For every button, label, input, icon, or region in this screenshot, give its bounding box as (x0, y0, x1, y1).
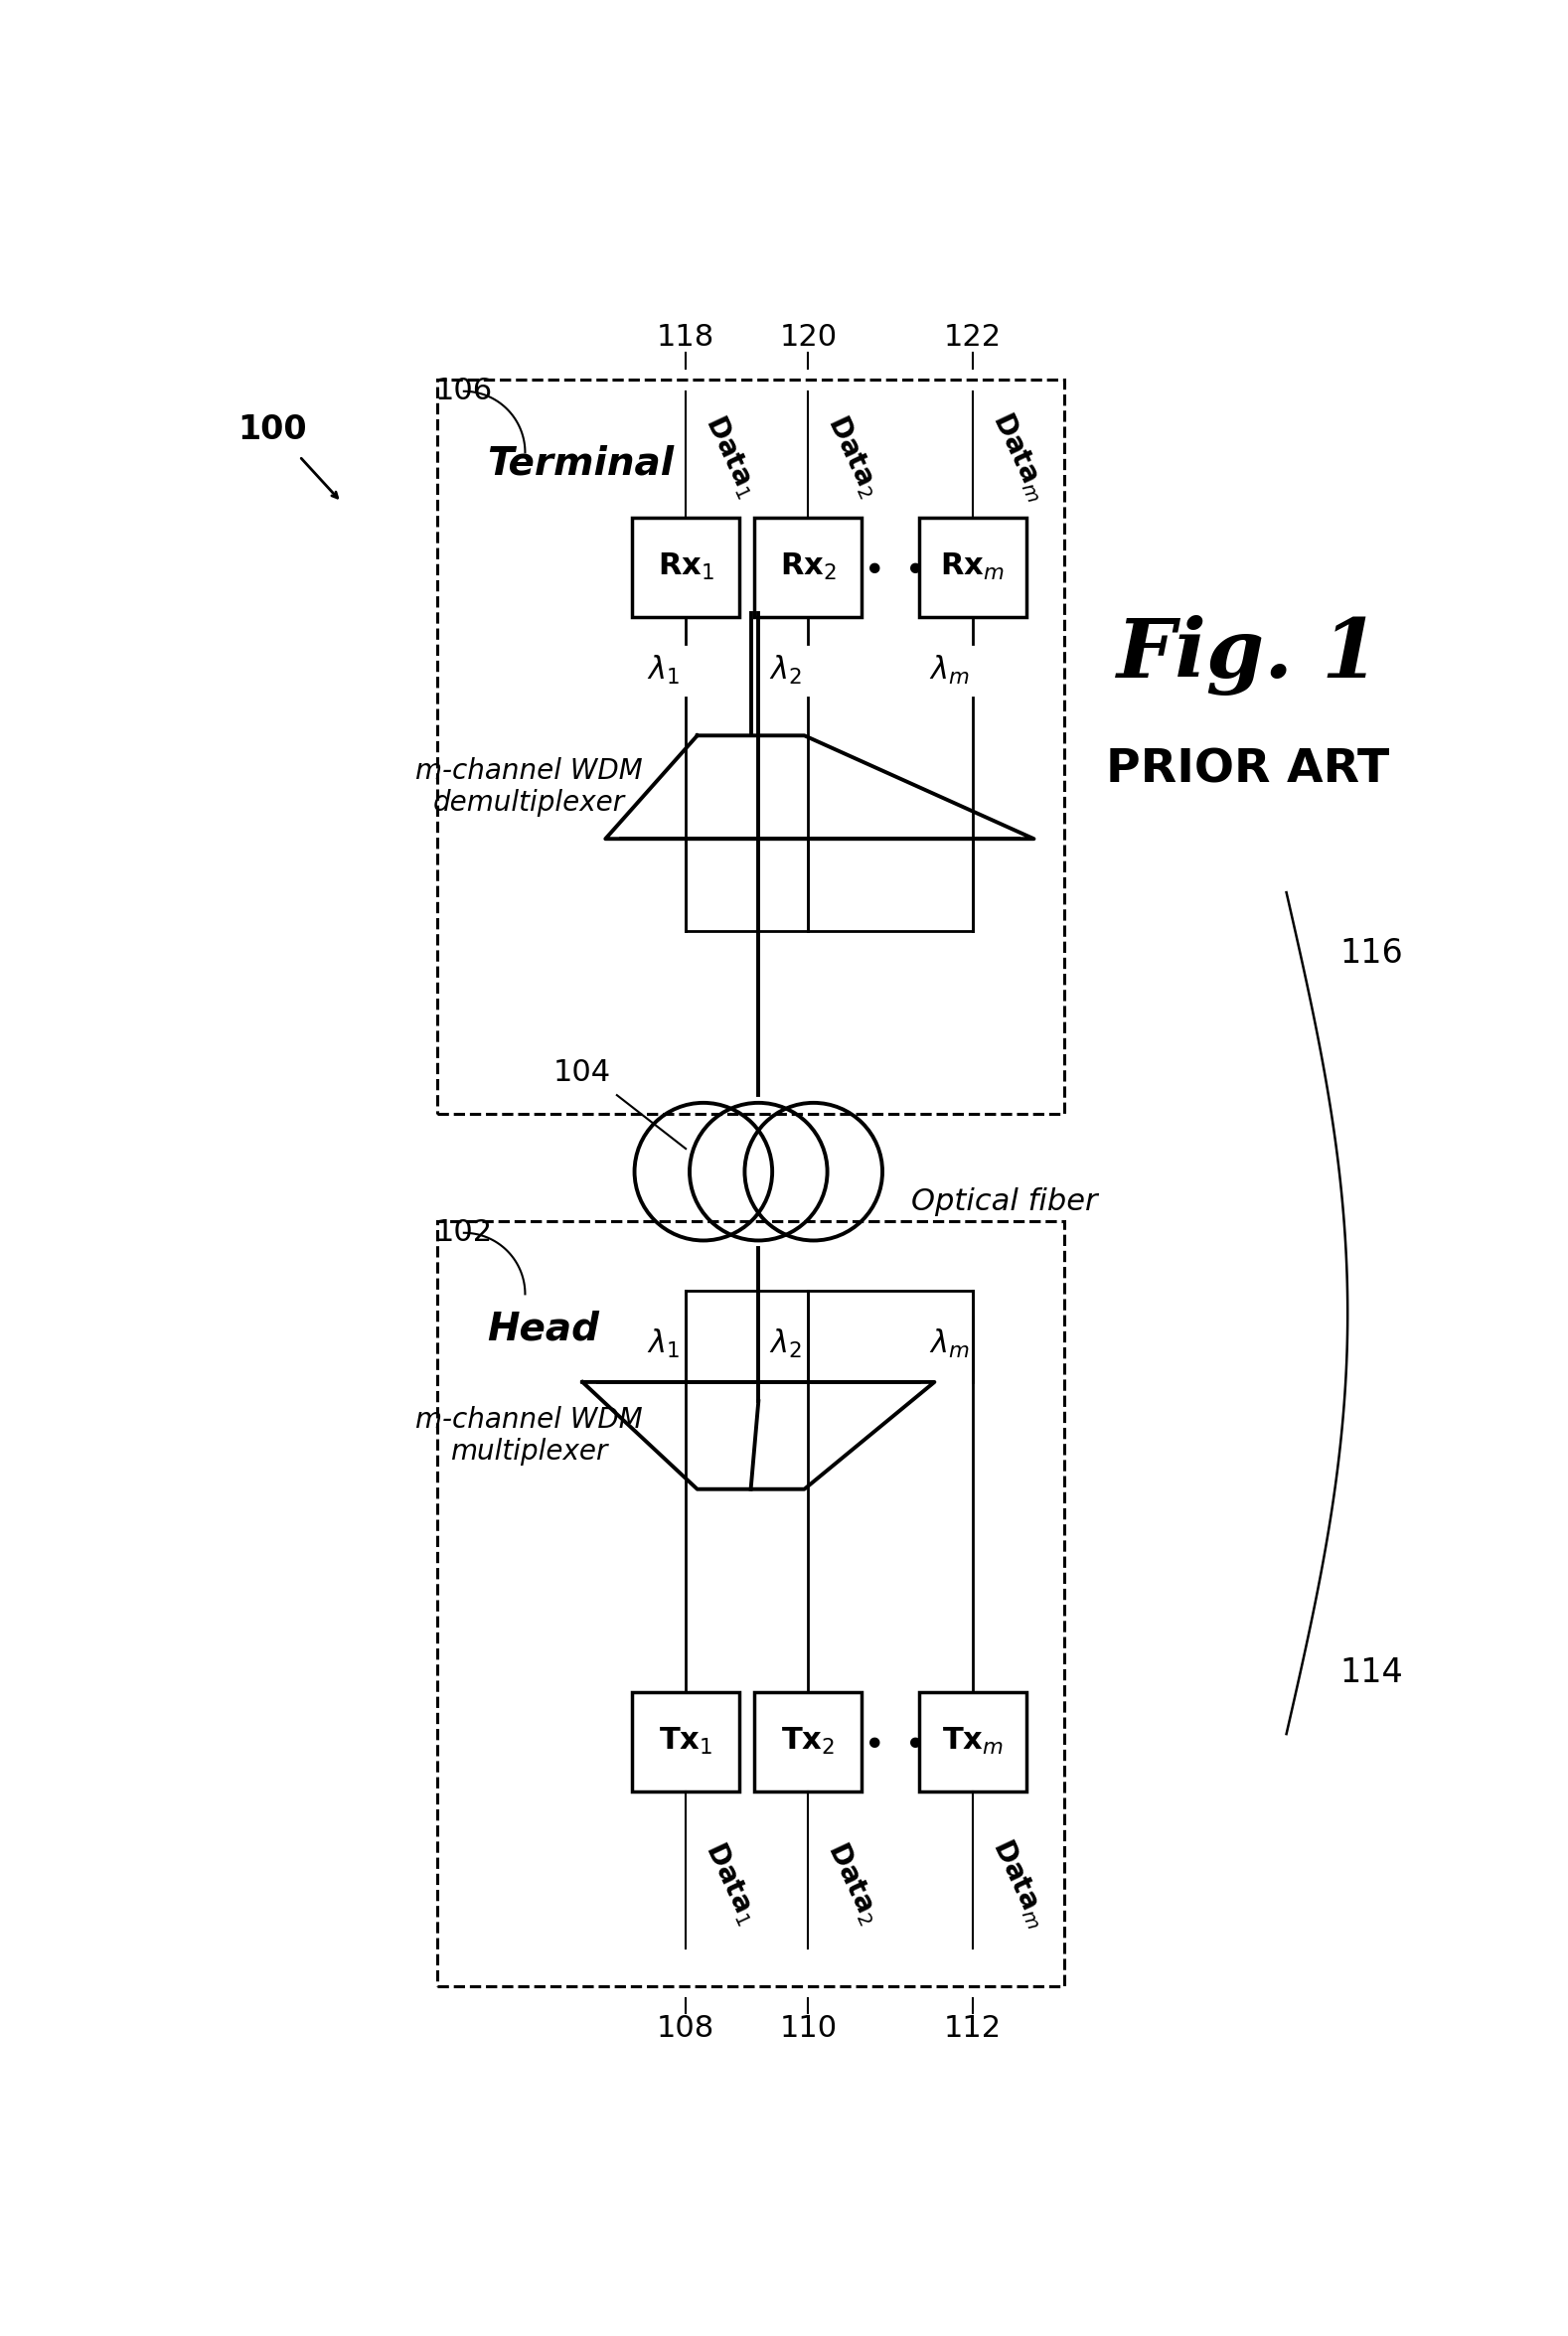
Bar (437, 381, 1065, 1114)
Bar (919, 1691, 1025, 1792)
Text: $\lambda_1$: $\lambda_1$ (646, 654, 679, 687)
Text: m-channel WDM
multiplexer: m-channel WDM multiplexer (416, 1406, 643, 1465)
Text: Data$_2$: Data$_2$ (822, 1838, 884, 1927)
Text: $\lambda_2$: $\lambda_2$ (768, 1327, 801, 1360)
Bar (754, 519, 862, 617)
Text: Fig. 1: Fig. 1 (1116, 614, 1380, 696)
Text: 116: 116 (1341, 937, 1403, 969)
Text: Data$_2$: Data$_2$ (822, 411, 884, 502)
Text: 106: 106 (434, 376, 492, 406)
Bar (632, 519, 740, 617)
Text: $\lambda_1$: $\lambda_1$ (646, 1327, 679, 1360)
Text: Head: Head (486, 1310, 599, 1348)
Text: Rx$_2$: Rx$_2$ (779, 551, 836, 582)
Text: 120: 120 (779, 322, 837, 353)
Text: $\lambda_m$: $\lambda_m$ (930, 1327, 971, 1360)
Text: 122: 122 (944, 322, 1002, 353)
Bar (754, 1691, 862, 1792)
Text: 114: 114 (1341, 1656, 1403, 1689)
Text: Terminal: Terminal (486, 446, 674, 484)
Text: 102: 102 (434, 1219, 492, 1247)
Text: Rx$_m$: Rx$_m$ (941, 551, 1005, 582)
Text: $\lambda_m$: $\lambda_m$ (930, 654, 971, 687)
Text: 108: 108 (657, 2014, 715, 2044)
Text: 100: 100 (238, 413, 307, 446)
Text: 118: 118 (657, 322, 715, 353)
Text: $\bullet\ \bullet$: $\bullet\ \bullet$ (862, 551, 922, 584)
Text: Rx$_1$: Rx$_1$ (657, 551, 713, 582)
Text: Tx$_2$: Tx$_2$ (781, 1726, 836, 1757)
Text: 110: 110 (779, 2014, 837, 2044)
Text: PRIOR ART: PRIOR ART (1107, 748, 1389, 792)
Text: $\bullet\ \bullet$: $\bullet\ \bullet$ (862, 1724, 922, 1759)
Text: 112: 112 (944, 2014, 1002, 2044)
Bar (919, 519, 1025, 617)
Text: $\lambda_2$: $\lambda_2$ (768, 654, 801, 687)
Bar (632, 1691, 740, 1792)
Text: Tx$_m$: Tx$_m$ (942, 1726, 1004, 1757)
Text: Data$_1$: Data$_1$ (699, 1838, 762, 1930)
Text: 104: 104 (554, 1058, 612, 1086)
Text: Tx$_1$: Tx$_1$ (659, 1726, 713, 1757)
Text: Data$_m$: Data$_m$ (986, 409, 1052, 505)
Text: m-channel WDM
demultiplexer: m-channel WDM demultiplexer (416, 757, 643, 818)
Text: Data$_1$: Data$_1$ (699, 411, 762, 502)
Bar (437, 1222, 1065, 1986)
Text: Data$_m$: Data$_m$ (986, 1834, 1052, 1932)
Text: Optical fiber: Optical fiber (911, 1187, 1098, 1217)
